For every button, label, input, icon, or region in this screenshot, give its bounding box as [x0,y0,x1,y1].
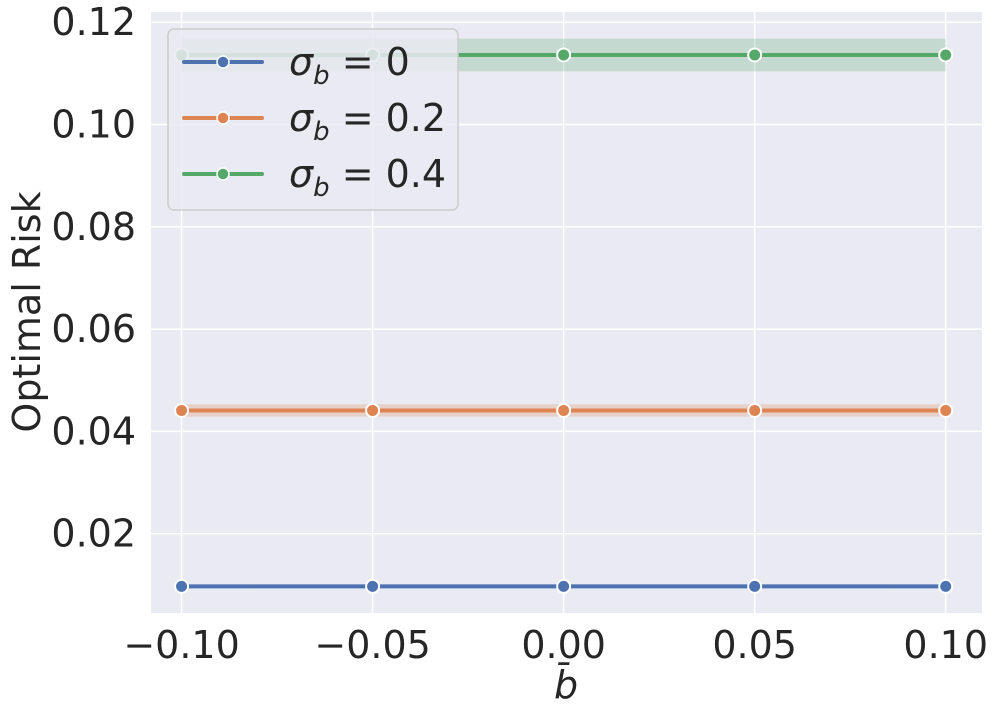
legend: σb = 0σb = 0.2σb = 0.4 [167,28,459,211]
point-series-1-0 [174,402,190,418]
x-tick-labels: −0.10 −0.05 0.00 0.05 0.10 [123,623,988,667]
point-series-2-4 [938,47,954,63]
legend-sigma: σ [289,96,315,140]
x-axis-label: b̄ [554,663,578,707]
y-tick-label: 0.04 [51,409,136,453]
legend-subscript: b [313,61,330,91]
x-tick-label: 0.10 [903,623,988,667]
legend-value: = 0.4 [330,152,446,196]
legend-value: = 0 [330,40,410,84]
point-series-2-3 [747,47,763,63]
point-series-0-2 [556,578,572,594]
point-series-1-2 [556,402,572,418]
y-tick-label: 0.08 [51,205,136,249]
point-series-1-1 [365,402,381,418]
legend-sigma: σ [289,40,315,84]
legend-marker-2 [216,167,230,181]
y-tick-label: 0.02 [51,512,136,556]
y-tick-labels: 0.02 0.04 0.06 0.08 0.10 0.12 [51,0,136,555]
legend-marker-1 [216,111,230,125]
legend-label-0: σb = 0 [289,40,410,91]
legend-subscript: b [313,117,330,147]
legend-label-1: σb = 0.2 [289,96,446,147]
x-tick-label: 0.00 [521,623,606,667]
x-tick-label: −0.10 [123,623,239,667]
legend-frame [167,28,459,211]
point-series-2-2 [556,47,572,63]
point-series-0-1 [365,578,381,594]
x-tick-label: −0.05 [314,623,430,667]
legend-marker-0 [216,55,230,69]
series-points [174,47,954,594]
point-series-0-4 [938,578,954,594]
point-series-1-4 [938,402,954,418]
grid [151,12,982,613]
point-series-0-3 [747,578,763,594]
legend-value: = 0.2 [330,96,446,140]
y-tick-label: 0.06 [51,307,136,351]
y-tick-label: 0.10 [51,103,136,147]
legend-subscript: b [313,173,330,203]
x-tick-label: 0.05 [712,623,797,667]
point-series-0-0 [174,578,190,594]
point-series-1-3 [747,402,763,418]
y-tick-label: 0.12 [51,0,136,44]
legend-sigma: σ [289,152,315,196]
legend-label-2: σb = 0.4 [289,152,446,203]
y-axis-label: Optimal Risk [5,191,49,432]
